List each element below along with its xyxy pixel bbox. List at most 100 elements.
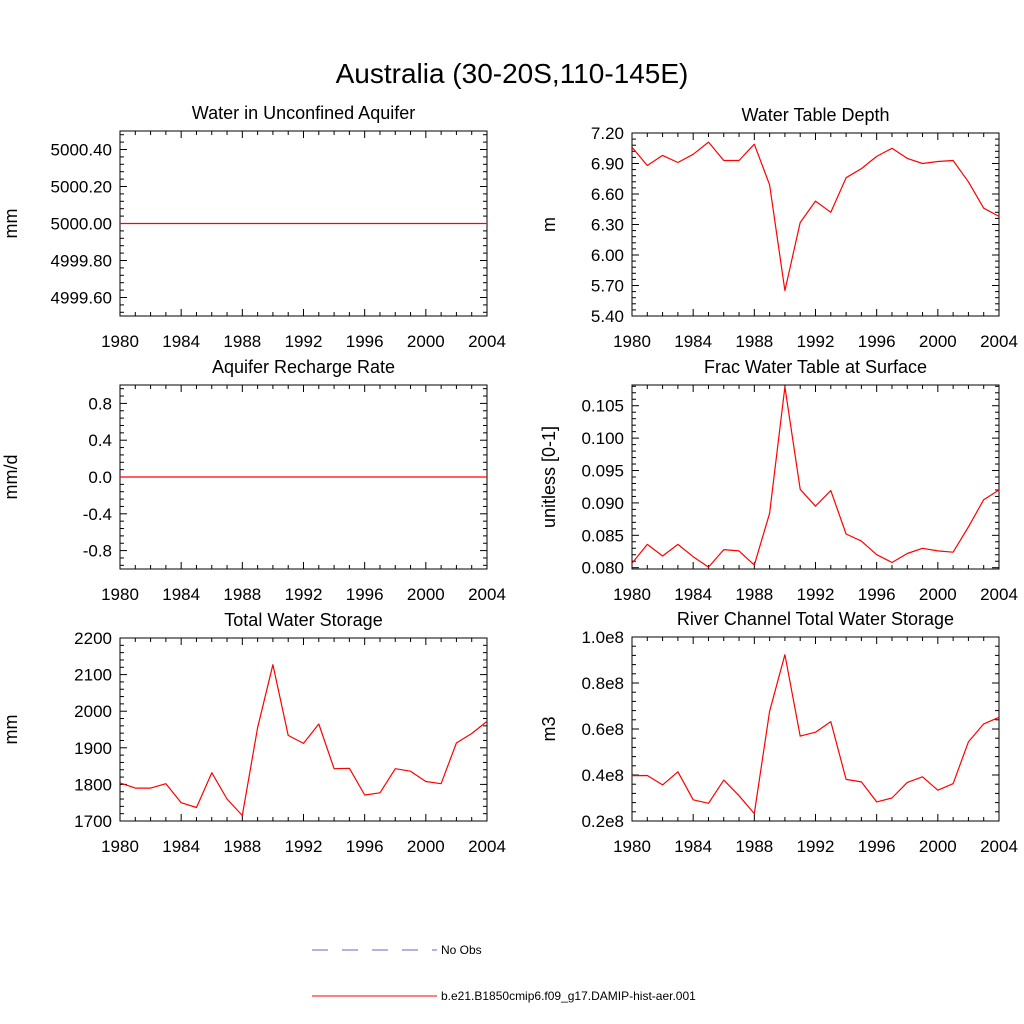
y-tick-label: 7.20	[591, 124, 624, 143]
x-tick-label: 1996	[858, 585, 896, 604]
y-tick-label: 5.70	[591, 277, 624, 296]
x-tick-label: 2004	[980, 332, 1018, 351]
panel-river-channel-storage: 1980 1984 1988 1992 1996 2000 2004 0.2e8 0.4e8 0.…	[539, 609, 1018, 856]
x-tick-label: 2000	[919, 585, 957, 604]
y-tick-label: 0.0	[88, 468, 112, 487]
x-tick-label: 1980	[101, 837, 139, 856]
panel-title: Water in Unconfined Aquifer	[192, 103, 415, 123]
series-line	[631, 386, 1000, 568]
plot-frame	[631, 132, 1000, 317]
x-tick-label: 2004	[468, 585, 506, 604]
y-tick-label: 5000.00	[51, 215, 112, 234]
x-tick-label: 1992	[797, 585, 835, 604]
x-tick-label: 1980	[613, 585, 651, 604]
panel-title: Total Water Storage	[224, 610, 382, 630]
y-tick-label: 2100	[74, 666, 112, 685]
panel-title: Aquifer Recharge Rate	[212, 357, 395, 377]
y-tick-label: -0.8	[83, 542, 112, 561]
y-tick-label: 6.00	[591, 246, 624, 265]
panel-title: Frac Water Table at Surface	[704, 357, 927, 377]
y-tick-label: 5.40	[591, 307, 624, 326]
y-tick-label: 6.30	[591, 216, 624, 235]
y-tick-label: 1900	[74, 739, 112, 758]
legend: No Obs b.e21.B1850cmip6.f09_g17.DAMIP-hi…	[312, 943, 696, 1003]
x-tick-label: 1992	[285, 585, 323, 604]
y-tick-label: 6.90	[591, 155, 624, 174]
x-tick-label: 1988	[735, 585, 773, 604]
panel-aquifer-recharge-rate: 1980 1984 1988 1992 1996 2000 2004 -0.8 -0.4 0.0 0…	[1, 357, 506, 604]
x-tick-label: 1996	[346, 585, 384, 604]
y-tick-label: 0.080	[581, 559, 624, 578]
y-tick-label: 2200	[74, 629, 112, 648]
plot-frame	[631, 384, 1000, 570]
x-tick-label: 1988	[223, 837, 261, 856]
y-tick-label: 0.100	[581, 429, 624, 448]
y-tick-label: 0.4e8	[581, 766, 624, 785]
y-tick-label: 0.090	[581, 494, 624, 513]
panel-total-water-storage: 1980 1984 1988 1992 1996 2000 2004 1700 1800 1900…	[1, 610, 506, 856]
x-tick-label: 1980	[613, 837, 651, 856]
x-tick-label: 1988	[223, 585, 261, 604]
x-tick-label: 2000	[919, 837, 957, 856]
y-tick-label: 0.2e8	[581, 812, 624, 831]
y-axis-label: m3	[539, 716, 559, 741]
x-tick-label: 2000	[919, 332, 957, 351]
x-tick-label: 1984	[674, 585, 712, 604]
y-axis-label: mm	[1, 715, 21, 745]
y-tick-label: 0.8	[88, 394, 112, 413]
legend-label-model: b.e21.B1850cmip6.f09_g17.DAMIP-hist-aer.…	[441, 989, 696, 1003]
x-tick-label: 1996	[858, 837, 896, 856]
y-tick-label: 2000	[74, 702, 112, 721]
plot-frame	[631, 636, 1000, 822]
y-tick-label: -0.4	[83, 505, 112, 524]
y-tick-label: 5000.20	[51, 178, 112, 197]
y-tick-label: 0.8e8	[581, 674, 624, 693]
figure-title: Australia (30-20S,110-145E)	[336, 58, 689, 89]
x-tick-label: 1988	[735, 332, 773, 351]
x-tick-label: 1996	[346, 837, 384, 856]
series-line	[119, 664, 488, 817]
x-tick-label: 1984	[674, 837, 712, 856]
y-tick-label: 1800	[74, 775, 112, 794]
y-axis-label: mm/d	[1, 455, 21, 500]
x-tick-label: 2004	[980, 837, 1018, 856]
x-tick-label: 1980	[101, 585, 139, 604]
x-tick-label: 1992	[797, 837, 835, 856]
y-tick-label: 0.105	[581, 397, 624, 416]
y-tick-label: 0.6e8	[581, 720, 624, 739]
panel-unconfined-aquifer: 1980 1984 1988 1992 1996 2000 2004 4999.60 4999.…	[1, 103, 506, 351]
plot-frame	[119, 637, 488, 822]
y-tick-label: 0.085	[581, 526, 624, 545]
panel-title: Water Table Depth	[741, 105, 889, 125]
x-tick-label: 2004	[980, 585, 1018, 604]
y-tick-label: 1.0e8	[581, 628, 624, 647]
y-axis-label: mm	[1, 209, 21, 239]
x-tick-label: 2000	[407, 332, 445, 351]
x-tick-label: 1980	[101, 332, 139, 351]
x-tick-label: 1996	[346, 332, 384, 351]
x-tick-label: 1992	[285, 837, 323, 856]
y-tick-label: 5000.40	[51, 141, 112, 160]
y-tick-label: 4999.80	[51, 252, 112, 271]
y-tick-label: 0.4	[88, 431, 112, 450]
x-tick-label: 1992	[285, 332, 323, 351]
x-tick-label: 1984	[162, 585, 200, 604]
y-tick-label: 4999.60	[51, 289, 112, 308]
panel-frac-water-table: 1980 1984 1988 1992 1996 2000 2004 0.080 0.085 0.…	[539, 357, 1018, 604]
x-tick-label: 2000	[407, 837, 445, 856]
y-tick-label: 0.095	[581, 462, 624, 481]
x-tick-label: 1988	[735, 837, 773, 856]
x-tick-label: 1992	[797, 332, 835, 351]
series-line	[631, 141, 1000, 292]
y-axis-label: unitless [0-1]	[539, 426, 559, 528]
series-line	[631, 654, 1000, 815]
x-tick-label: 1988	[223, 332, 261, 351]
legend-label-no-obs: No Obs	[441, 943, 482, 957]
x-tick-label: 1984	[674, 332, 712, 351]
x-tick-label: 1980	[613, 332, 651, 351]
x-tick-label: 1984	[162, 837, 200, 856]
y-tick-label: 1700	[74, 812, 112, 831]
x-tick-label: 1984	[162, 332, 200, 351]
panel-water-table-depth: 1980 1984 1988 1992 1996 2000 2004 5.40 5.70 6.00…	[539, 105, 1018, 351]
